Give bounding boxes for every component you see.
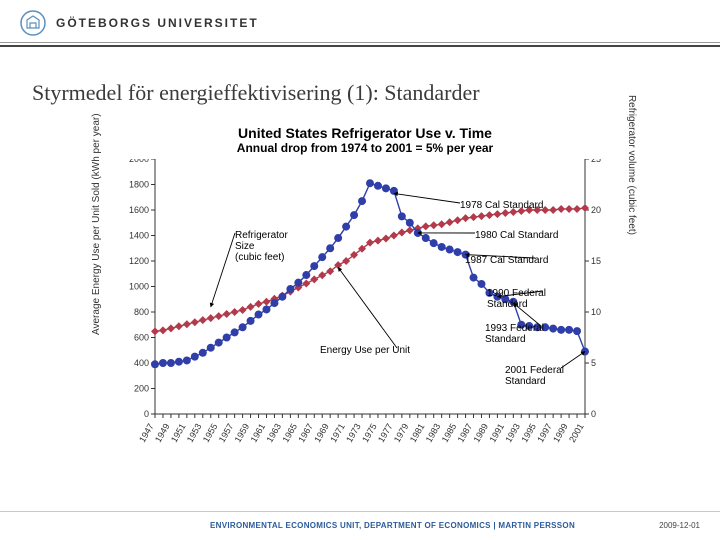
- svg-text:1965: 1965: [280, 422, 299, 444]
- header-row: GÖTEBORGS UNIVERSITET: [0, 0, 720, 42]
- svg-text:1953: 1953: [185, 422, 204, 444]
- slide: GÖTEBORGS UNIVERSITET Styrmedel för ener…: [0, 0, 720, 540]
- header-rule-thick: [0, 45, 720, 47]
- slide-title: Styrmedel för energieffektivisering (1):…: [32, 80, 480, 106]
- svg-text:1969: 1969: [312, 422, 331, 444]
- svg-text:1993: 1993: [503, 422, 522, 444]
- y-axis-left-label: Average Energy Use per Unit Sold (kWh pe…: [91, 113, 102, 335]
- svg-text:1987: 1987: [456, 422, 475, 444]
- svg-text:5: 5: [591, 358, 596, 368]
- svg-text:1000: 1000: [129, 282, 149, 292]
- svg-text:0: 0: [591, 409, 596, 419]
- svg-text:1963: 1963: [264, 422, 283, 444]
- svg-text:1973: 1973: [344, 422, 363, 444]
- university-logo-icon: [20, 10, 46, 36]
- svg-text:1981: 1981: [408, 422, 427, 444]
- svg-text:1200: 1200: [129, 256, 149, 266]
- svg-text:1997: 1997: [535, 422, 554, 444]
- svg-text:1955: 1955: [201, 422, 220, 444]
- svg-text:1947: 1947: [137, 422, 156, 444]
- svg-text:0: 0: [144, 409, 149, 419]
- chart-svg: 0 200 400 600 800 1000 1200 1400 1600 1800 2000 0 5 1…: [115, 159, 615, 459]
- svg-text:1995: 1995: [519, 422, 538, 444]
- svg-text:1400: 1400: [129, 231, 149, 241]
- svg-text:2001: 2001: [567, 422, 586, 444]
- svg-text:400: 400: [134, 358, 149, 368]
- y-axis-right-label: Refrigerator volume (cubic feet): [626, 95, 637, 235]
- svg-text:1957: 1957: [217, 422, 236, 444]
- svg-text:1967: 1967: [296, 422, 315, 444]
- svg-text:1961: 1961: [249, 422, 268, 444]
- chart-subtitle: Annual drop from 1974 to 2001 = 5% per y…: [115, 141, 615, 155]
- svg-text:1975: 1975: [360, 422, 379, 444]
- university-name: GÖTEBORGS UNIVERSITET: [56, 16, 259, 30]
- svg-text:1951: 1951: [169, 422, 188, 444]
- footer-date: 2009-12-01: [659, 521, 700, 530]
- svg-text:1991: 1991: [487, 422, 506, 444]
- svg-text:1977: 1977: [376, 422, 395, 444]
- svg-text:1985: 1985: [440, 422, 459, 444]
- svg-text:10: 10: [591, 307, 601, 317]
- header-rule-thin: [0, 42, 720, 43]
- svg-text:2000: 2000: [129, 159, 149, 164]
- svg-text:1979: 1979: [392, 422, 411, 444]
- svg-text:1983: 1983: [424, 422, 443, 444]
- svg-text:20: 20: [591, 205, 601, 215]
- svg-text:25: 25: [591, 159, 601, 164]
- svg-text:1989: 1989: [472, 422, 491, 444]
- svg-text:1971: 1971: [328, 422, 347, 444]
- chart: United States Refrigerator Use v. Time A…: [115, 125, 615, 475]
- svg-text:600: 600: [134, 333, 149, 343]
- footer-rule: [0, 511, 720, 512]
- svg-text:200: 200: [134, 384, 149, 394]
- svg-text:800: 800: [134, 307, 149, 317]
- footer-left: ENVIRONMENTAL ECONOMICS UNIT, DEPARTMENT…: [210, 521, 575, 530]
- svg-text:15: 15: [591, 256, 601, 266]
- svg-text:1999: 1999: [551, 422, 570, 444]
- svg-text:1800: 1800: [129, 180, 149, 190]
- chart-title: United States Refrigerator Use v. Time: [115, 125, 615, 141]
- svg-text:1600: 1600: [129, 205, 149, 215]
- svg-text:1959: 1959: [233, 422, 252, 444]
- svg-text:1949: 1949: [153, 422, 172, 444]
- header: GÖTEBORGS UNIVERSITET: [0, 0, 720, 47]
